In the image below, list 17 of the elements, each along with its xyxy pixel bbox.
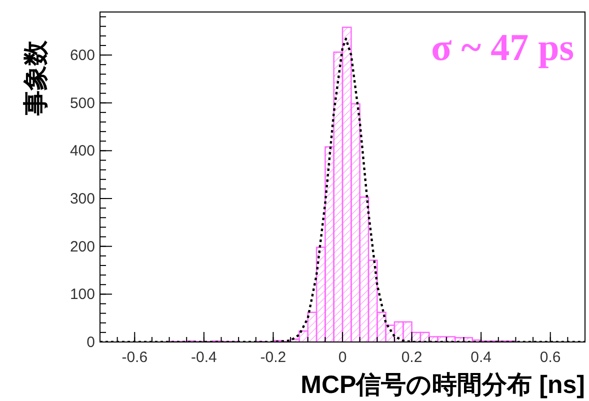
x-axis-title: MCP信号の時間分布 [ns] [300, 371, 585, 399]
x-tick-label: 0.2 [401, 349, 422, 366]
y-tick-label: 300 [70, 190, 95, 208]
y-tick-label: 100 [70, 286, 95, 304]
x-tick-label: -0.6 [122, 349, 148, 366]
x-tick-label: 0.4 [470, 349, 492, 366]
y-tick-label: 200 [70, 238, 95, 256]
y-tick-label: 500 [70, 94, 95, 112]
x-tick-label: -0.2 [260, 349, 286, 366]
y-tick-label: 0 [86, 334, 95, 351]
x-tick-label: 0 [338, 349, 347, 366]
y-tick-label: 600 [70, 47, 95, 64]
y-axis-title: 事象数 [22, 40, 50, 116]
x-tick-label: 0.6 [540, 349, 561, 366]
x-tick-label: -0.4 [191, 349, 217, 366]
annotation: σ ~ 47 ps [431, 27, 574, 69]
y-tick-label: 400 [70, 142, 95, 160]
